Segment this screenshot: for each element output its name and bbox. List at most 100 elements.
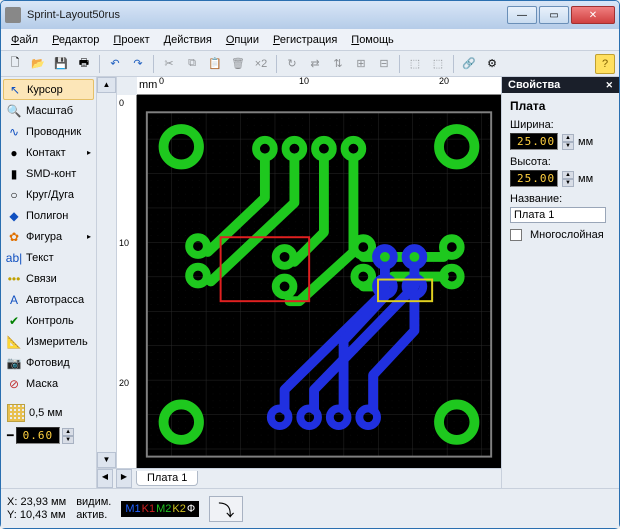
tool-Контакт[interactable]: ●Контакт▸ <box>3 142 94 163</box>
minimize-button[interactable]: — <box>507 6 537 24</box>
tool-Фотовид[interactable]: 📷Фотовид <box>3 352 94 373</box>
cut-button[interactable]: ✂ <box>159 54 179 74</box>
close-button[interactable]: ✕ <box>571 6 615 24</box>
spin-buttons[interactable]: ▲▼ <box>62 428 74 444</box>
layer-K1[interactable]: K1 <box>142 503 155 515</box>
tool-a[interactable]: ⬚ <box>405 54 425 74</box>
tool-b[interactable]: ⬚ <box>428 54 448 74</box>
scroll-up-button[interactable]: ▲ <box>97 77 116 93</box>
tool-label: Курсор <box>27 84 63 96</box>
paste-button[interactable]: 📋 <box>205 54 225 74</box>
unit-label: мм <box>578 136 593 148</box>
grid-icon <box>7 404 25 422</box>
mirror-h-button[interactable]: ⇄ <box>305 54 325 74</box>
tool-label: Круг/Дуга <box>26 189 74 201</box>
tool-Курсор[interactable]: ↖ Курсор <box>3 79 94 100</box>
width-value[interactable]: 25.00 <box>510 133 558 150</box>
tool-icon: ↖ <box>7 82 23 98</box>
layer-Ф[interactable]: Ф <box>187 503 195 515</box>
drc-button[interactable]: ⚙ <box>482 54 502 74</box>
tool-Масштаб[interactable]: 🔍Масштаб <box>3 100 94 121</box>
tool-Фигура[interactable]: ✿Фигура▸ <box>3 226 94 247</box>
tool-Контроль[interactable]: ✔Контроль <box>3 310 94 331</box>
menubar: ФайлРедакторПроектДействияОпцииРегистрац… <box>1 29 619 51</box>
height-spinner[interactable]: ▲▼ <box>562 171 574 187</box>
tool-Связи[interactable]: •••Связи <box>3 268 94 289</box>
tool-Автотрасса[interactable]: AАвтотрасса <box>3 289 94 310</box>
maximize-button[interactable]: ▭ <box>539 6 569 24</box>
layer-labels: видим. актив. <box>76 496 111 522</box>
scroll-down-button[interactable]: ▼ <box>97 452 116 468</box>
scroll-left-button[interactable]: ◀ <box>97 469 113 488</box>
tool-icon: ◆ <box>6 208 22 224</box>
menu-редактор[interactable]: Редактор <box>46 32 105 48</box>
active-label: актив. <box>76 509 111 522</box>
titlebar: Sprint-Layout50rus — ▭ ✕ <box>1 1 619 29</box>
menu-опции[interactable]: Опции <box>220 32 265 48</box>
undo-button[interactable]: ↶ <box>105 54 125 74</box>
scroll-track[interactable] <box>97 93 116 452</box>
width-spinner[interactable]: ▲▼ <box>562 134 574 150</box>
tool-label: Контроль <box>26 315 74 327</box>
tool-SMD-конт[interactable]: ▮SMD-конт <box>3 163 94 184</box>
vertical-ruler: 0 10 20 <box>117 95 137 468</box>
multilayer-row[interactable]: Многослойная <box>510 229 611 241</box>
layer-indicator[interactable]: M1K1M2K2Ф <box>121 501 199 517</box>
rotate-button[interactable]: ↻ <box>282 54 302 74</box>
vertical-scrollbar[interactable]: ▲ ▼ <box>97 77 117 468</box>
new-button[interactable]: 🗋 <box>5 54 25 74</box>
print-button[interactable]: 🖶 <box>74 54 94 74</box>
track-width-control[interactable]: ━ 0.60 ▲▼ <box>3 425 94 446</box>
menu-регистрация[interactable]: Регистрация <box>267 32 343 48</box>
menu-проект[interactable]: Проект <box>107 32 155 48</box>
menu-действия[interactable]: Действия <box>158 32 218 48</box>
multilayer-checkbox[interactable] <box>510 229 522 241</box>
grid-indicator[interactable]: 0,5 мм <box>3 402 94 424</box>
hline-icon: ━ <box>7 429 14 442</box>
scroll-right-button[interactable]: ▶ <box>116 469 132 488</box>
tool-label: Измеритель <box>26 336 88 348</box>
track-width-value: 0.60 <box>16 427 61 444</box>
redo-button[interactable]: ↷ <box>128 54 148 74</box>
board-tab[interactable]: Плата 1 <box>136 471 198 486</box>
board-tabs: Плата 1 <box>132 469 501 488</box>
main-toolbar: 🗋 📂 💾 🖶 ↶ ↷ ✂ ⧉ 📋 🗑 ×2 ↻ ⇄ ⇅ ⊞ ⊟ ⬚ ⬚ 🔗 ⚙… <box>1 51 619 77</box>
tool-Круг/Дуга[interactable]: ○Круг/Дуга <box>3 184 94 205</box>
panel-close-icon[interactable]: ✕ <box>605 80 613 91</box>
height-value[interactable]: 25.00 <box>510 170 558 187</box>
group-button[interactable]: ⊞ <box>351 54 371 74</box>
pcb-svg <box>137 95 501 468</box>
ungroup-button[interactable]: ⊟ <box>374 54 394 74</box>
route-mode-icon[interactable]: ⤵ <box>209 496 243 522</box>
tool-Полигон[interactable]: ◆Полигон <box>3 205 94 226</box>
delete-button[interactable]: 🗑 <box>228 54 248 74</box>
width-label: Ширина: <box>510 119 611 131</box>
tool-Текст[interactable]: ab|Текст <box>3 247 94 268</box>
unit-label: мм <box>578 173 593 185</box>
tool-Измеритель[interactable]: 📐Измеритель <box>3 331 94 352</box>
copy-button[interactable]: ⧉ <box>182 54 202 74</box>
multilayer-label: Многослойная <box>530 229 604 241</box>
save-button[interactable]: 💾 <box>51 54 71 74</box>
tool-Проводник[interactable]: ∿Проводник <box>3 121 94 142</box>
tool-icon: ● <box>6 145 22 161</box>
layer-K2[interactable]: K2 <box>172 503 185 515</box>
coord-y: 10,43 мм <box>20 509 66 521</box>
separator <box>399 55 400 73</box>
properties-title: Свойства <box>508 79 560 91</box>
main-area: ↖ Курсор 🔍Масштаб∿Проводник●Контакт▸▮SMD-к… <box>1 77 619 528</box>
tool-label: Связи <box>26 273 57 285</box>
app-icon <box>5 7 21 23</box>
menu-помощь[interactable]: Помощь <box>345 32 400 48</box>
connections-button[interactable]: 🔗 <box>459 54 479 74</box>
open-button[interactable]: 📂 <box>28 54 48 74</box>
duplicate-button[interactable]: ×2 <box>251 54 271 74</box>
menu-файл[interactable]: Файл <box>5 32 44 48</box>
layer-M1[interactable]: M1 <box>125 503 140 515</box>
name-input[interactable] <box>510 207 606 223</box>
tool-Маска[interactable]: ⊘Маска <box>3 373 94 394</box>
layer-M2[interactable]: M2 <box>156 503 171 515</box>
info-button[interactable]: ? <box>595 54 615 74</box>
pcb-canvas[interactable] <box>137 95 501 468</box>
mirror-v-button[interactable]: ⇅ <box>328 54 348 74</box>
